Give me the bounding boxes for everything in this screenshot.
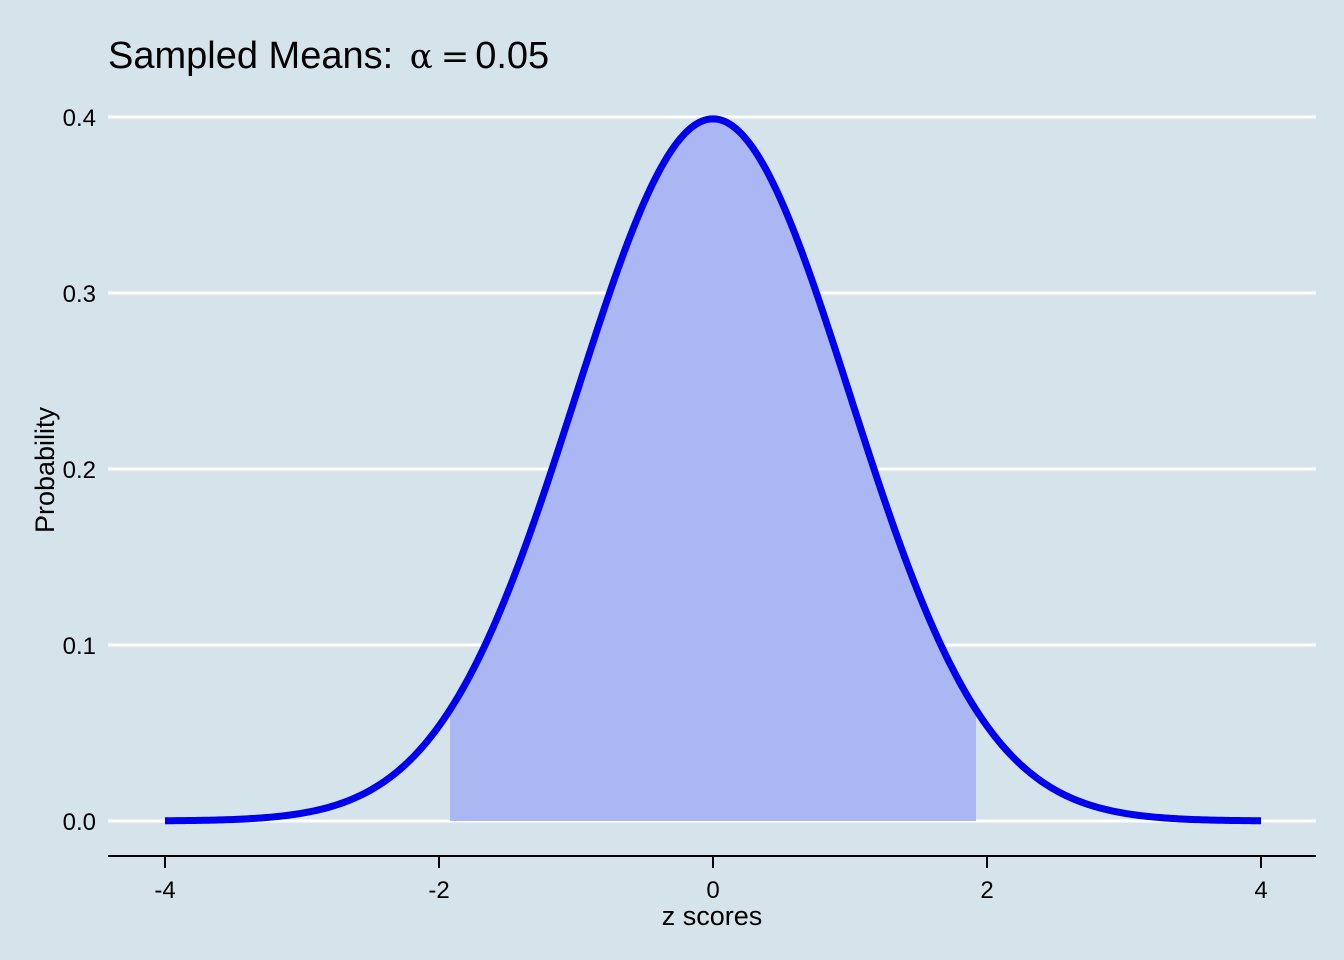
title-text: Sampled Means: — [108, 35, 404, 77]
x-ticks: -4 -2 0 2 4 — [154, 856, 1268, 904]
x-tick-label-4: 4 — [1254, 877, 1267, 904]
chart-title: Sampled Means: α = 0.05 — [108, 35, 549, 77]
x-tick-label--4: -4 — [154, 877, 175, 904]
y-tick-label-0.3: 0.3 — [63, 281, 96, 308]
y-tick-label-0.1: 0.1 — [63, 633, 96, 660]
shaded-acceptance-region — [449, 118, 977, 822]
y-axis-title: Probability — [30, 406, 60, 533]
y-tick-label-0.4: 0.4 — [63, 105, 96, 132]
title-alpha-symbol: α — [410, 37, 433, 77]
title-equals: = — [441, 37, 470, 77]
density-curve — [164, 115, 1262, 825]
x-tick-label-2: 2 — [980, 877, 993, 904]
title-value: 0.05 — [475, 35, 549, 77]
x-axis-title: z scores — [662, 901, 763, 931]
y-tick-label-0.0: 0.0 — [63, 809, 96, 836]
y-tick-labels: 0.0 0.1 0.2 0.3 0.4 — [63, 105, 96, 836]
y-tick-label-0.2: 0.2 — [63, 457, 96, 484]
x-tick-label-0: 0 — [706, 877, 719, 904]
x-tick-label--2: -2 — [428, 877, 449, 904]
